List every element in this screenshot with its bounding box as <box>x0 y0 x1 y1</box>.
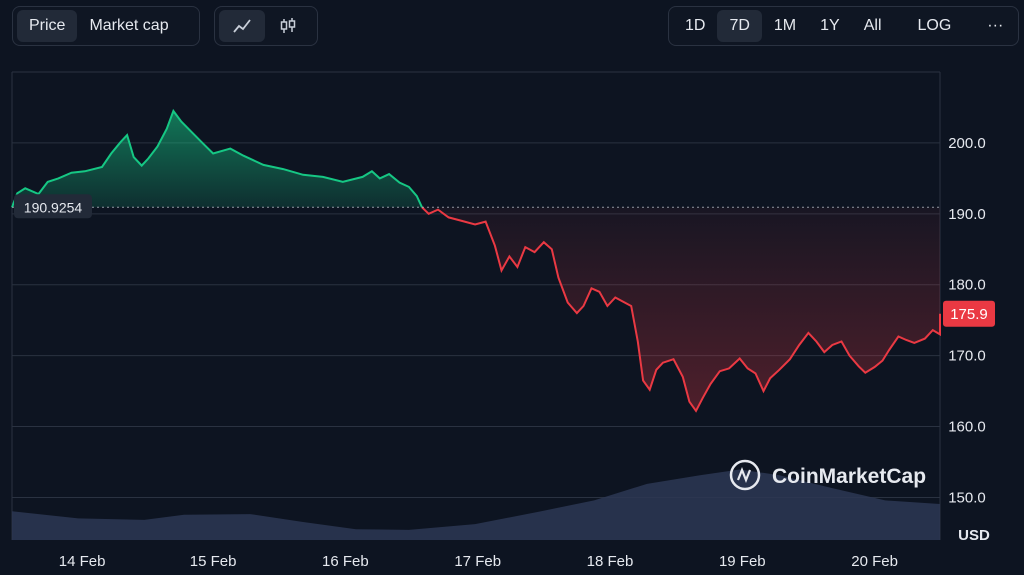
watermark: CoinMarketCap <box>729 459 926 491</box>
reference-label-box <box>14 194 92 219</box>
x-tick-label: 20 Feb <box>851 553 898 570</box>
reference-label: 190.9254 <box>24 199 83 215</box>
chart-type-toggle <box>214 6 318 46</box>
last-price-badge <box>943 300 995 327</box>
tab-price[interactable]: Price <box>17 10 78 42</box>
area-below-reference <box>422 207 940 411</box>
watermark-logo-icon <box>729 459 761 491</box>
x-tick-label: 19 Feb <box>719 553 766 570</box>
y-tick-label: 200.0 <box>948 135 986 152</box>
more-options-button[interactable]: ··· <box>987 17 1004 34</box>
area-above-reference <box>12 111 423 208</box>
tab-market-cap[interactable]: Market cap <box>89 17 169 34</box>
x-tick-label: 15 Feb <box>190 553 237 570</box>
watermark-logo-mark <box>736 467 752 483</box>
range-toolbar: 1D 7D 1M 1Y All LOG ··· <box>668 6 1019 46</box>
last-price-label: 175.9 <box>950 306 988 323</box>
currency-label: USD <box>958 527 990 544</box>
y-tick-label: 190.0 <box>948 206 986 223</box>
log-scale-button[interactable]: LOG <box>917 17 952 34</box>
line-chart-icon <box>233 19 251 33</box>
range-1y[interactable]: 1Y <box>820 17 840 34</box>
line-chart-button[interactable] <box>219 10 265 42</box>
x-tick-label: 17 Feb <box>454 553 501 570</box>
metric-toggle: Price Market cap <box>12 6 200 46</box>
y-tick-label: 150.0 <box>948 489 986 506</box>
volume-area <box>12 469 940 540</box>
y-tick-label: 170.0 <box>948 348 986 365</box>
y-tick-label: 160.0 <box>948 419 986 436</box>
x-tick-label: 14 Feb <box>59 553 106 570</box>
watermark-text: CoinMarketCap <box>772 465 926 488</box>
price-line-up <box>11 108 423 208</box>
range-all[interactable]: All <box>863 17 882 34</box>
range-1m[interactable]: 1M <box>773 17 797 34</box>
x-tick-label: 18 Feb <box>587 553 634 570</box>
range-7d[interactable]: 7D <box>717 10 762 42</box>
y-tick-label: 180.0 <box>948 277 986 294</box>
candlestick-icon <box>280 18 296 33</box>
candlestick-button[interactable] <box>265 10 311 42</box>
x-tick-label: 16 Feb <box>322 553 369 570</box>
range-1d[interactable]: 1D <box>685 17 706 34</box>
price-line-down <box>421 206 941 413</box>
